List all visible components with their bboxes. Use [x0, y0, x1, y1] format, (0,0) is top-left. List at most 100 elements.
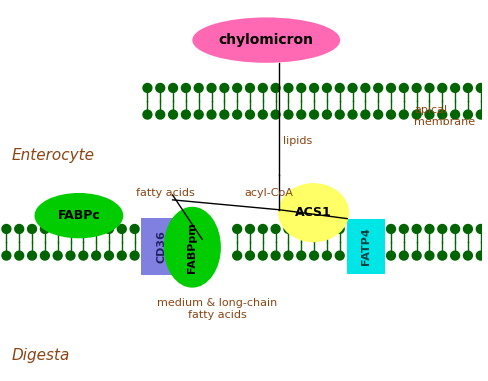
Circle shape — [27, 224, 37, 234]
Circle shape — [66, 224, 75, 234]
Circle shape — [399, 83, 407, 92]
Ellipse shape — [192, 18, 340, 63]
Circle shape — [284, 110, 292, 119]
Circle shape — [309, 224, 318, 234]
FancyBboxPatch shape — [141, 218, 182, 275]
Circle shape — [181, 110, 190, 119]
Circle shape — [41, 224, 49, 234]
Circle shape — [271, 251, 280, 260]
Circle shape — [142, 110, 152, 119]
Circle shape — [399, 110, 407, 119]
Circle shape — [220, 110, 228, 119]
Circle shape — [168, 83, 177, 92]
Circle shape — [168, 110, 177, 119]
Text: Digesta: Digesta — [12, 348, 70, 363]
Circle shape — [104, 224, 113, 234]
Ellipse shape — [278, 183, 348, 242]
Circle shape — [79, 224, 87, 234]
Circle shape — [309, 83, 318, 92]
Circle shape — [360, 110, 369, 119]
Circle shape — [475, 83, 484, 92]
Circle shape — [232, 251, 241, 260]
Circle shape — [386, 110, 395, 119]
Circle shape — [386, 83, 395, 92]
Circle shape — [475, 251, 484, 260]
Circle shape — [437, 251, 446, 260]
Text: fatty acids: fatty acids — [136, 188, 194, 198]
Circle shape — [424, 224, 433, 234]
Circle shape — [130, 251, 139, 260]
Circle shape — [258, 83, 267, 92]
Text: FABPc: FABPc — [58, 209, 100, 222]
Text: FATP4: FATP4 — [360, 227, 370, 265]
Circle shape — [347, 83, 356, 92]
Circle shape — [322, 224, 331, 234]
Text: acyl-CoA: acyl-CoA — [244, 188, 293, 198]
Circle shape — [373, 83, 382, 92]
Circle shape — [194, 110, 203, 119]
Circle shape — [450, 83, 459, 92]
Circle shape — [411, 110, 420, 119]
Circle shape — [66, 251, 75, 260]
Circle shape — [245, 110, 254, 119]
Circle shape — [335, 83, 344, 92]
Ellipse shape — [163, 207, 221, 288]
Circle shape — [463, 251, 471, 260]
Circle shape — [194, 83, 203, 92]
Text: apical
membrane: apical membrane — [413, 105, 474, 127]
Text: Enterocyte: Enterocyte — [12, 148, 95, 163]
Circle shape — [232, 83, 241, 92]
Circle shape — [411, 83, 420, 92]
Circle shape — [424, 110, 433, 119]
Circle shape — [386, 224, 395, 234]
Circle shape — [475, 110, 484, 119]
Circle shape — [450, 224, 459, 234]
Circle shape — [142, 83, 152, 92]
Circle shape — [309, 251, 318, 260]
Text: chylomicron: chylomicron — [218, 33, 313, 47]
Circle shape — [309, 110, 318, 119]
Circle shape — [411, 251, 420, 260]
Circle shape — [232, 224, 241, 234]
Circle shape — [79, 251, 87, 260]
Circle shape — [258, 251, 267, 260]
Circle shape — [15, 251, 23, 260]
Circle shape — [424, 83, 433, 92]
Circle shape — [322, 251, 331, 260]
Circle shape — [92, 224, 101, 234]
Circle shape — [117, 251, 126, 260]
Circle shape — [2, 251, 11, 260]
Circle shape — [347, 110, 356, 119]
Circle shape — [450, 251, 459, 260]
Circle shape — [53, 251, 62, 260]
Circle shape — [463, 224, 471, 234]
Circle shape — [475, 224, 484, 234]
Circle shape — [437, 110, 446, 119]
Text: ACS1: ACS1 — [295, 206, 331, 219]
Circle shape — [53, 224, 62, 234]
Circle shape — [207, 83, 216, 92]
Circle shape — [92, 251, 101, 260]
Circle shape — [373, 110, 382, 119]
Circle shape — [296, 251, 305, 260]
Circle shape — [2, 224, 11, 234]
Text: lipids: lipids — [283, 136, 312, 146]
Circle shape — [130, 224, 139, 234]
Circle shape — [335, 110, 344, 119]
Circle shape — [322, 83, 331, 92]
Circle shape — [27, 251, 37, 260]
Circle shape — [437, 83, 446, 92]
Circle shape — [399, 251, 407, 260]
Circle shape — [463, 110, 471, 119]
Circle shape — [271, 224, 280, 234]
Circle shape — [411, 224, 420, 234]
Text: medium & long-chain
fatty acids: medium & long-chain fatty acids — [157, 298, 277, 320]
Circle shape — [156, 110, 164, 119]
Text: CD36: CD36 — [157, 230, 166, 263]
Circle shape — [296, 83, 305, 92]
Circle shape — [41, 251, 49, 260]
Circle shape — [322, 110, 331, 119]
Circle shape — [450, 110, 459, 119]
Circle shape — [360, 83, 369, 92]
Circle shape — [296, 110, 305, 119]
